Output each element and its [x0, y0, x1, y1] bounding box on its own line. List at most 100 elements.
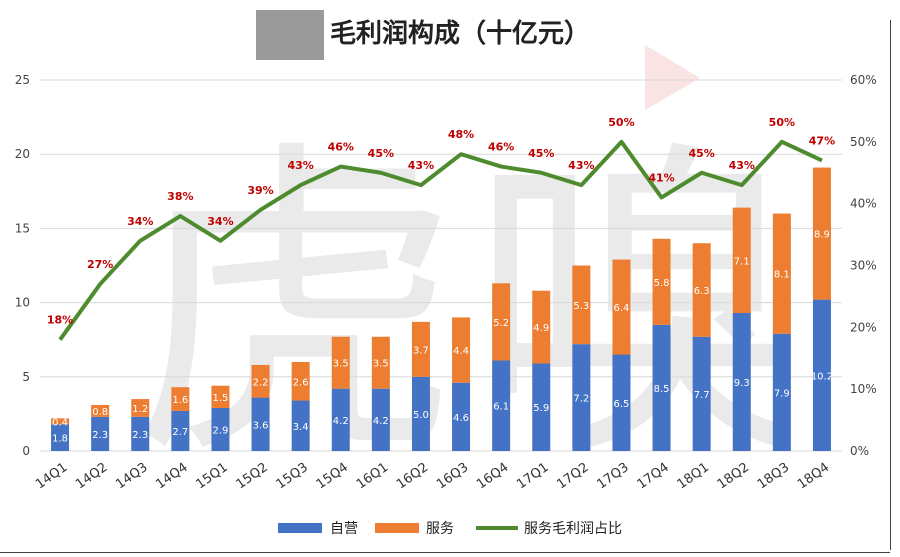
redaction-block — [256, 10, 324, 60]
bar-self — [91, 416, 110, 451]
bar-service — [171, 387, 190, 411]
y2-tick-label: 60% — [850, 73, 877, 87]
y2-tick-label: 30% — [850, 259, 877, 273]
data-label-ratio: 39% — [247, 184, 273, 197]
data-label-ratio: 34% — [207, 215, 233, 228]
data-label-ratio: 45% — [528, 147, 554, 160]
data-label-ratio: 34% — [127, 215, 153, 228]
data-label-ratio: 27% — [87, 258, 113, 271]
y2-tick-label: 0% — [850, 444, 869, 458]
data-label-ratio: 50% — [769, 116, 795, 129]
data-label-self: 7.2 — [573, 394, 589, 405]
data-label-self: 3.4 — [293, 422, 309, 433]
data-label-service: 1.6 — [172, 395, 188, 406]
data-label-ratio: 43% — [408, 159, 434, 172]
x-tick-label: 14Q1 — [33, 460, 70, 492]
bar-self — [291, 400, 310, 451]
data-label-service: 0.8 — [92, 407, 108, 418]
data-label-self: 2.3 — [92, 430, 108, 441]
legend-label-service: 服务 — [426, 521, 454, 537]
bars: 1.8 0.4 2.3 0.8 2.3 1.2 2.7 1.6 2.9 1.5 3.6 2.2 3.4 2… — [51, 167, 833, 451]
y-tick-label: 5 — [22, 370, 30, 384]
y-tick-label: 0 — [22, 444, 30, 458]
bar-service — [772, 213, 791, 334]
bar-service — [411, 321, 430, 377]
data-label-self: 6.1 — [493, 402, 509, 413]
y2-tick-label: 40% — [850, 197, 877, 211]
data-label-service: 5.2 — [493, 318, 509, 329]
data-label-ratio: 38% — [167, 190, 193, 203]
data-label-service: 8.9 — [814, 230, 830, 241]
y2-tick-label: 10% — [850, 382, 877, 396]
y-axis-right: 0% 10% 20% 30% 40% 50% 60% — [850, 73, 877, 458]
data-label-ratio: 43% — [287, 159, 313, 172]
bar-self — [452, 382, 471, 451]
data-label-self: 1.8 — [52, 434, 68, 445]
bar-service — [492, 283, 511, 361]
data-label-self: 7.7 — [694, 390, 710, 401]
data-label-self: 4.2 — [373, 416, 389, 427]
bar-self — [411, 376, 430, 451]
data-label-service: 4.4 — [453, 346, 469, 357]
bar-self — [171, 410, 190, 451]
data-label-service: 1.2 — [132, 404, 148, 415]
bar-service — [91, 404, 110, 417]
data-label-ratio: 41% — [648, 171, 674, 184]
bar-service — [291, 361, 310, 401]
data-label-ratio: 43% — [568, 159, 594, 172]
data-label-ratio: 48% — [448, 128, 474, 141]
y2-tick-label: 50% — [850, 135, 877, 149]
data-label-service: 8.1 — [774, 270, 790, 281]
chart-title: 毛利润构成（十亿元） — [330, 18, 590, 49]
bar-service — [572, 265, 591, 345]
y2-tick-label: 20% — [850, 320, 877, 334]
watermark-triangle — [645, 45, 700, 110]
data-label-ratio: 50% — [608, 116, 634, 129]
data-label-service: 3.5 — [373, 359, 389, 370]
bar-self — [652, 324, 671, 451]
bar-service — [732, 207, 751, 313]
data-label-service: 7.1 — [734, 256, 750, 267]
data-label-service: 2.6 — [293, 377, 309, 388]
data-label-self: 2.7 — [172, 427, 188, 438]
bar-self — [692, 336, 711, 451]
data-label-self: 5.0 — [413, 410, 429, 421]
bar-service — [331, 336, 350, 389]
data-label-service: 5.3 — [573, 301, 589, 312]
legend-swatch-self — [278, 523, 322, 533]
bar-self — [572, 344, 591, 451]
data-label-service: 1.5 — [212, 393, 228, 404]
bar-self — [492, 360, 511, 451]
data-label-self: 2.9 — [212, 425, 228, 436]
line-series: 18% 27% 34% 38% 34% 39% 43% 46% 45% 43% 48% 46% 45% 4… — [47, 116, 835, 341]
y-tick-label: 10 — [15, 296, 30, 310]
bar-service — [692, 243, 711, 337]
data-label-self: 2.3 — [132, 430, 148, 441]
bar-service — [211, 385, 230, 408]
data-label-self: 9.3 — [734, 378, 750, 389]
x-tick-label: 14Q2 — [73, 460, 110, 492]
bar-service — [812, 167, 831, 300]
data-label-ratio: 45% — [368, 147, 394, 160]
bar-self — [772, 333, 791, 451]
y-tick-label: 15 — [15, 221, 30, 235]
data-label-service: 5.8 — [654, 278, 670, 289]
data-label-self: 10.2 — [811, 371, 833, 382]
data-label-service: 6.3 — [694, 286, 710, 297]
y-axis-left: 0 5 10 15 20 25 — [15, 73, 30, 458]
data-label-self: 3.6 — [253, 420, 269, 431]
data-label-ratio: 43% — [729, 159, 755, 172]
data-label-self: 5.9 — [533, 403, 549, 414]
data-label-ratio: 18% — [47, 314, 73, 327]
data-label-service: 3.7 — [413, 345, 429, 356]
data-label-self: 8.5 — [654, 384, 670, 395]
bar-self — [131, 416, 150, 451]
frame-border-right — [890, 20, 891, 550]
data-label-ratio: 45% — [688, 147, 714, 160]
data-label-service: 4.9 — [533, 323, 549, 334]
data-label-ratio: 46% — [328, 141, 354, 154]
bar-service — [251, 364, 270, 398]
legend-label-ratio: 服务毛利润占比 — [524, 521, 622, 537]
bar-service — [452, 317, 471, 383]
